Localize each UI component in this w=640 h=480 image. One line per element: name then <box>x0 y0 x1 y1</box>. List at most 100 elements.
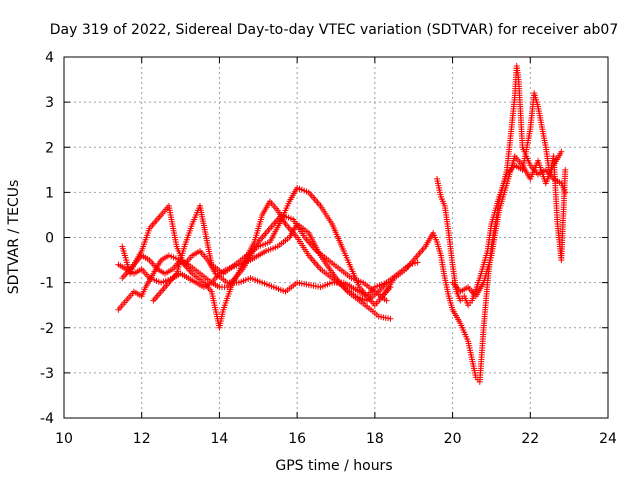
interpolated-marks <box>508 96 518 135</box>
interpolated-marks <box>116 299 128 311</box>
interpolated-marks <box>438 196 447 207</box>
data-marks <box>115 63 569 385</box>
x-tick-label: 22 <box>521 431 539 447</box>
interpolated-marks <box>210 263 225 276</box>
interpolated-marks <box>252 214 265 243</box>
interpolated-marks <box>504 132 514 171</box>
interpolated-marks <box>365 294 377 307</box>
interpolated-marks <box>365 285 377 298</box>
y-tick-label: -4 <box>40 411 54 427</box>
interpolated-marks <box>163 272 179 289</box>
y-tick-label: -1 <box>40 276 54 292</box>
x-tick-label: 18 <box>366 431 384 447</box>
interpolated-marks <box>319 280 333 290</box>
interpolated-marks <box>315 249 330 262</box>
interpolated-marks <box>454 290 463 302</box>
interpolated-marks <box>198 272 213 285</box>
interpolated-marks <box>195 280 205 290</box>
interpolated-marks <box>139 286 148 297</box>
y-tick-label: 2 <box>45 140 54 156</box>
x-tick-label: 16 <box>288 431 306 447</box>
interpolated-marks <box>480 281 491 329</box>
interpolated-marks <box>261 280 275 290</box>
series-track-8 <box>449 148 565 300</box>
interpolated-marks <box>265 244 279 254</box>
interpolated-marks <box>182 223 195 248</box>
interpolated-marks <box>514 65 522 81</box>
y-tick-label: -3 <box>40 366 54 382</box>
interpolated-marks <box>458 322 471 343</box>
interpolated-marks <box>434 178 444 198</box>
data-point <box>387 315 394 322</box>
interpolated-marks <box>515 78 526 148</box>
x-tick-label: 10 <box>55 431 73 447</box>
x-tick-label: 14 <box>211 431 229 447</box>
interpolated-marks <box>276 236 291 249</box>
interpolated-marks <box>202 281 214 293</box>
interpolated-marks <box>469 358 479 379</box>
interpolated-marks <box>445 232 456 266</box>
interpolated-marks <box>438 254 448 279</box>
interpolated-marks <box>219 284 228 291</box>
interpolated-marks <box>488 209 502 257</box>
interpolated-marks <box>350 285 361 294</box>
plot-frame <box>63 56 609 419</box>
interpolated-marks <box>295 236 311 257</box>
interpolated-marks <box>249 253 260 262</box>
interpolated-marks <box>191 249 202 258</box>
interpolated-marks <box>318 204 334 225</box>
interpolated-marks <box>197 205 215 266</box>
x-tick-label: 24 <box>599 431 617 447</box>
interpolated-marks <box>380 277 396 298</box>
interpolated-marks <box>378 313 392 322</box>
interpolated-marks <box>496 182 510 212</box>
interpolated-marks <box>168 253 182 263</box>
interpolated-marks <box>268 200 280 212</box>
x-tick-label: 20 <box>444 431 462 447</box>
interpolated-marks <box>484 223 495 252</box>
interpolated-marks <box>528 164 540 176</box>
interpolated-marks <box>476 327 487 383</box>
interpolated-marks <box>307 191 322 208</box>
interpolated-marks <box>327 258 341 271</box>
data-point <box>414 259 421 266</box>
interpolated-marks <box>465 340 475 361</box>
interpolated-marks <box>151 285 167 302</box>
interpolated-marks <box>268 218 284 243</box>
interpolated-marks <box>377 281 388 293</box>
interpolated-marks <box>140 267 151 280</box>
interpolated-marks <box>245 245 260 258</box>
interpolated-marks <box>143 272 156 289</box>
interpolated-marks <box>473 281 486 298</box>
interpolated-marks <box>233 254 248 267</box>
interpolated-marks <box>117 262 128 271</box>
interpolated-marks <box>342 280 353 290</box>
interpolated-marks <box>291 218 307 239</box>
interpolated-marks <box>160 253 170 262</box>
interpolated-marks <box>257 239 271 249</box>
interpolated-marks <box>551 150 564 167</box>
y-axis-label: SDTVAR / TECUs <box>6 180 22 295</box>
interpolated-marks <box>124 290 136 302</box>
interpolated-marks <box>284 281 299 294</box>
data-point <box>558 148 565 155</box>
series-track-5 <box>150 184 421 304</box>
interpolated-marks <box>238 276 252 285</box>
data-point <box>562 166 569 173</box>
interpolated-marks <box>374 280 388 290</box>
interpolated-marks <box>283 222 299 239</box>
interpolated-marks <box>257 249 268 258</box>
interpolated-marks <box>140 253 151 262</box>
interpolated-marks <box>513 155 524 167</box>
interpolated-marks <box>558 169 569 261</box>
interpolated-marks <box>307 254 322 271</box>
interpolated-marks <box>221 286 234 311</box>
interpolated-marks <box>459 285 470 294</box>
interpolated-marks <box>434 241 444 257</box>
interpolated-marks <box>198 249 210 262</box>
interpolated-marks <box>341 250 354 270</box>
interpolated-marks <box>132 249 144 266</box>
y-tick-label: 1 <box>45 185 54 201</box>
